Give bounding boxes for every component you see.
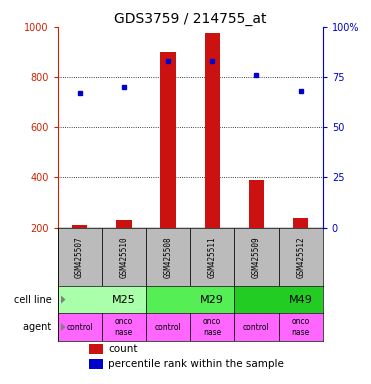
Bar <box>204 33 220 228</box>
Polygon shape <box>61 323 65 331</box>
Bar <box>190 228 234 286</box>
Text: control: control <box>66 323 93 331</box>
Bar <box>58 286 146 313</box>
Text: M49: M49 <box>289 295 313 305</box>
Bar <box>102 313 146 341</box>
Bar <box>72 225 87 228</box>
Text: GSM425508: GSM425508 <box>164 236 173 278</box>
Bar <box>58 313 102 341</box>
Bar <box>146 313 190 341</box>
Text: M25: M25 <box>112 295 136 305</box>
Text: control: control <box>155 323 181 331</box>
Text: cell line: cell line <box>13 295 58 305</box>
Text: onco
nase: onco nase <box>115 317 133 337</box>
Bar <box>146 228 190 286</box>
Bar <box>116 220 132 228</box>
Text: GSM425512: GSM425512 <box>296 236 305 278</box>
Bar <box>89 344 103 354</box>
Text: GSM425510: GSM425510 <box>119 236 128 278</box>
Bar <box>279 228 323 286</box>
Text: GSM425509: GSM425509 <box>252 236 261 278</box>
Bar <box>58 228 102 286</box>
Text: onco
nase: onco nase <box>292 317 310 337</box>
Text: percentile rank within the sample: percentile rank within the sample <box>108 359 284 369</box>
Bar <box>89 359 103 369</box>
Bar <box>249 180 264 228</box>
Text: GSM425507: GSM425507 <box>75 236 84 278</box>
Bar <box>234 286 323 313</box>
Text: agent: agent <box>23 322 58 332</box>
Title: GDS3759 / 214755_at: GDS3759 / 214755_at <box>114 12 266 26</box>
Bar <box>160 52 176 228</box>
Text: onco
nase: onco nase <box>203 317 221 337</box>
Text: control: control <box>243 323 270 331</box>
Text: M29: M29 <box>200 295 224 305</box>
Bar <box>234 228 279 286</box>
Bar <box>102 228 146 286</box>
Text: count: count <box>108 344 137 354</box>
Bar <box>293 218 308 228</box>
Polygon shape <box>61 295 65 304</box>
Bar <box>234 313 279 341</box>
Bar <box>146 286 234 313</box>
Bar <box>279 313 323 341</box>
Bar <box>190 313 234 341</box>
Text: GSM425511: GSM425511 <box>208 236 217 278</box>
